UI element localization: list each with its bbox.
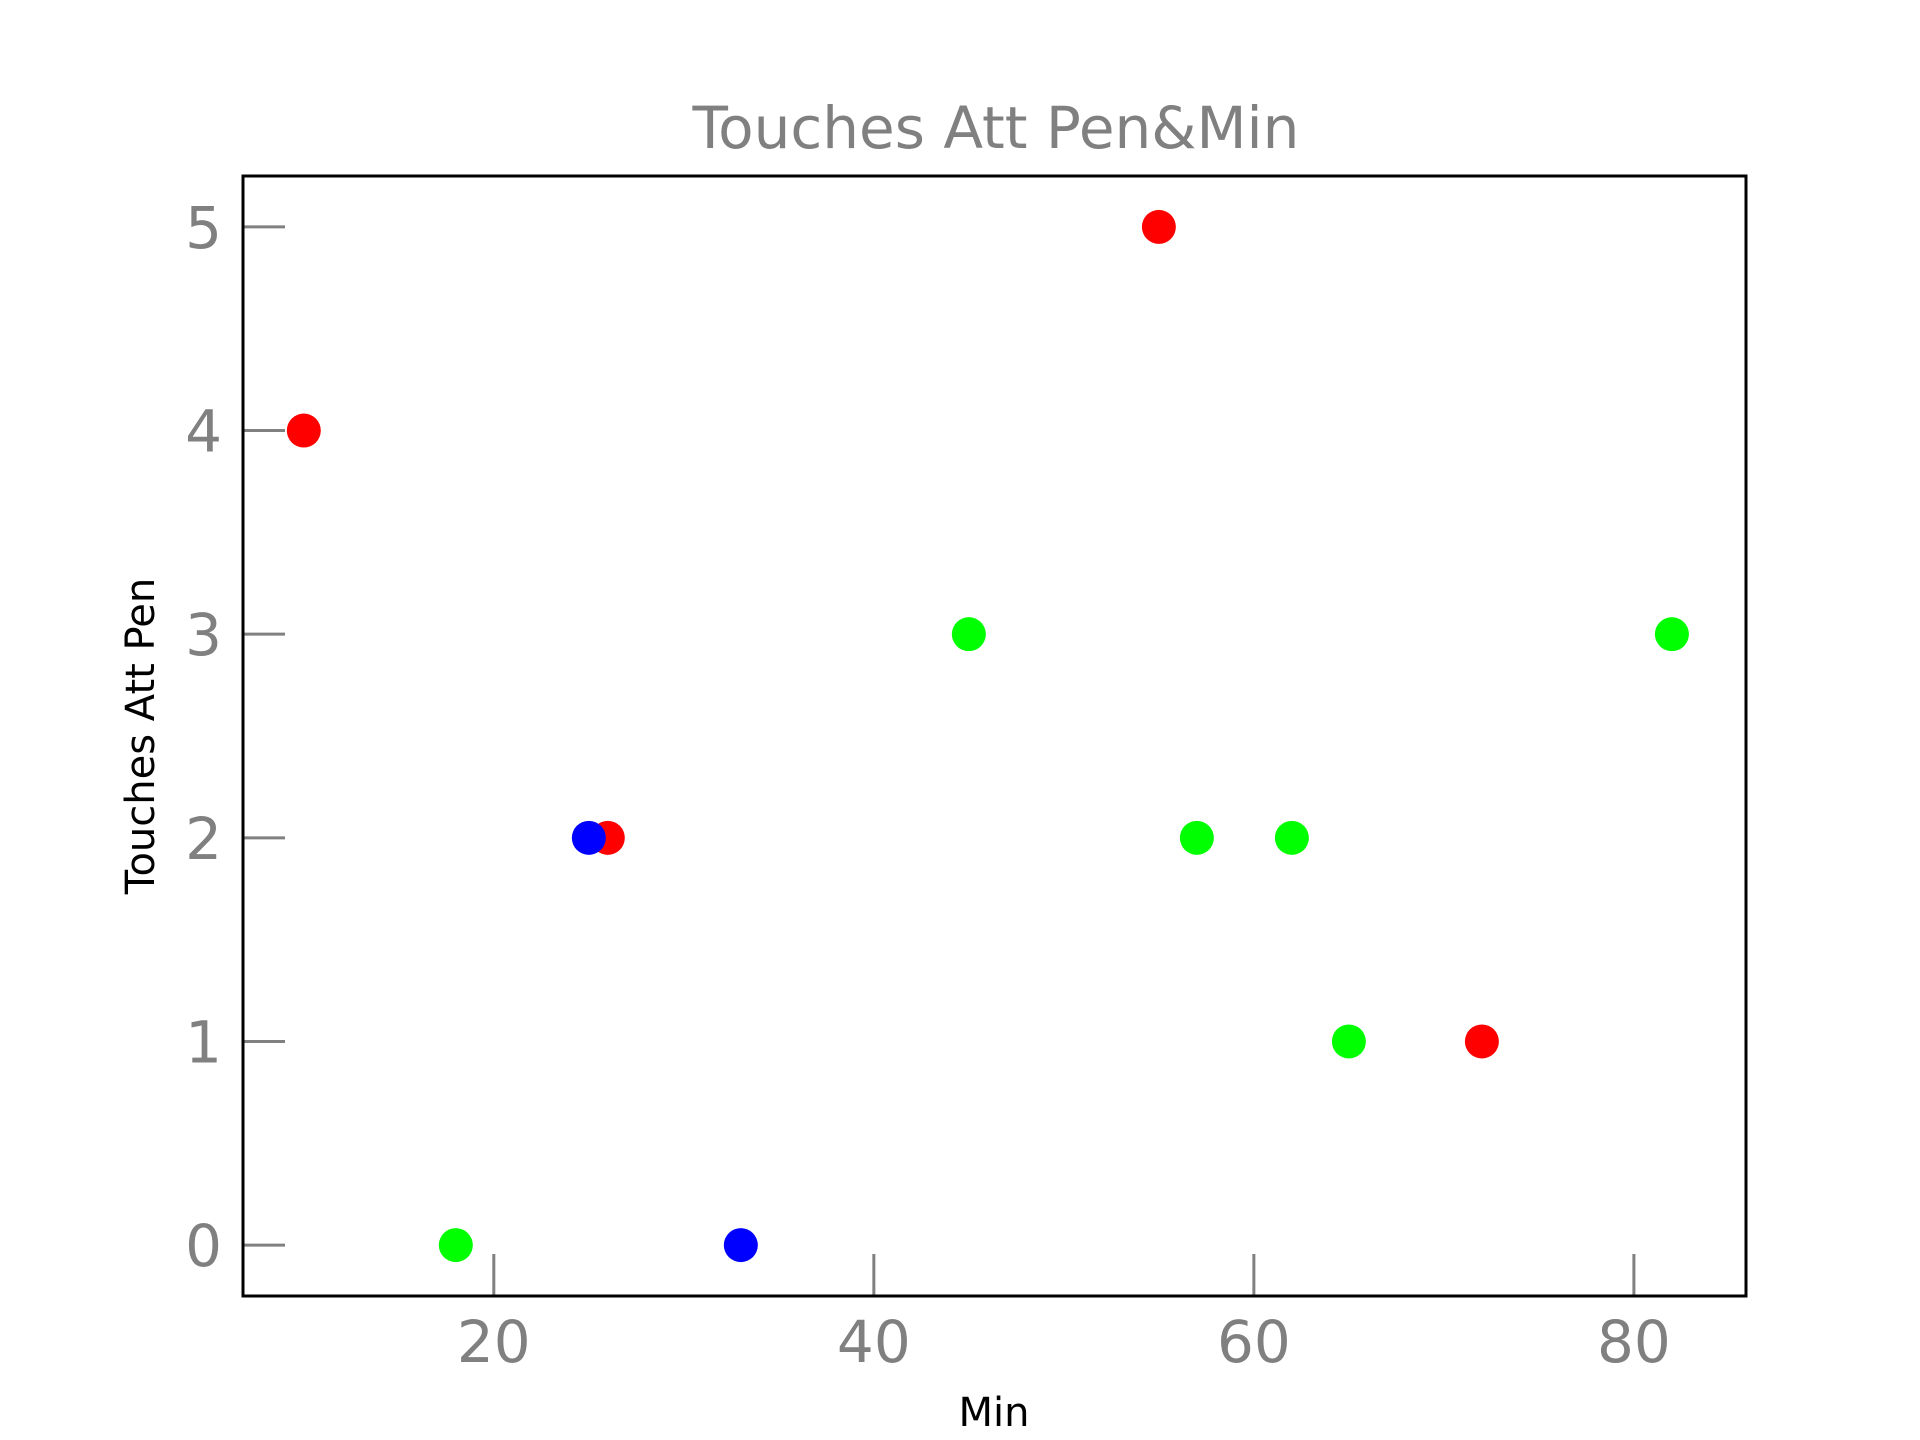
scatter-point [1654,617,1689,652]
scatter-point [1331,1024,1366,1059]
x-tick-label: 40 [837,1308,911,1376]
scatter-point [438,1228,473,1263]
scatter-point [286,413,321,448]
scatter-point [1141,209,1176,244]
scatter-points [286,209,1689,1263]
y-axis-ticks: 0 1 2 3 4 5 [185,194,285,1280]
y-tick-label: 2 [185,805,222,873]
x-tick-label: 60 [1217,1308,1291,1376]
scatter-point [1179,820,1214,855]
x-axis-ticks: 20 40 60 80 [457,1254,1671,1376]
chart-title: Touches Att Pen&Min [692,94,1300,162]
y-tick-label: 0 [185,1212,222,1280]
y-tick-label: 3 [185,601,222,669]
y-tick-label: 4 [185,398,222,466]
scatter-point [571,820,606,855]
plot-area-frame [241,174,1748,1298]
scatter-point [1274,820,1309,855]
scatter-point [1464,1024,1499,1059]
x-tick-label: 80 [1597,1308,1671,1376]
x-tick-label: 20 [457,1308,531,1376]
scatter-point [723,1228,758,1263]
y-tick-label: 1 [185,1008,222,1076]
y-axis-label: Touches Att Pen [118,578,164,895]
scatter-point [951,617,986,652]
y-tick-label: 5 [185,194,222,262]
x-axis-label: Min [959,1390,1030,1436]
